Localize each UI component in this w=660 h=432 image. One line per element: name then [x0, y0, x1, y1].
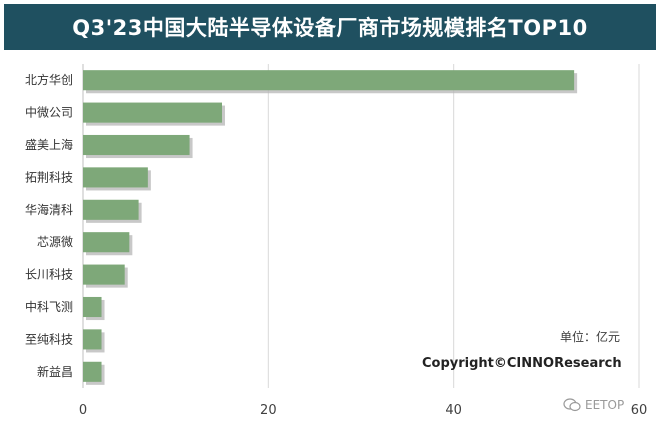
- category-label-3: 盛美上海: [25, 137, 73, 152]
- category-label-2: 中微公司: [25, 105, 73, 120]
- category-label-9: 至纯科技: [25, 332, 73, 346]
- chart-area: 0 20 40 60 北方华创中微公司盛美上海拓荆科技华海清科芯源微长川科技中科飞测至纯…: [4, 56, 656, 428]
- wechat-icon: [563, 398, 581, 412]
- copyright-text: Copyright©CINNOResearch: [422, 356, 622, 371]
- bar-4: [83, 167, 148, 188]
- x-tick-label-3: 60: [631, 403, 648, 418]
- x-tick-label-0: 0: [79, 403, 87, 418]
- x-tick-label-1: 20: [260, 403, 277, 418]
- bar-10: [83, 361, 102, 382]
- bar-8: [83, 296, 102, 318]
- category-label-4: 拓荆科技: [25, 170, 73, 184]
- unit-note: 单位：亿元: [560, 330, 621, 344]
- x-tick-label-2: 40: [445, 403, 462, 418]
- bar-9: [83, 329, 102, 350]
- bar-5: [83, 199, 139, 220]
- bar-1: [83, 70, 575, 91]
- bar-6: [83, 232, 130, 253]
- bar-7: [83, 264, 125, 285]
- bar-3: [83, 134, 190, 156]
- category-label-8: 中科飞测: [25, 299, 73, 314]
- title-bar: Q3'23中国大陆半导体设备厂商市场规模排名TOP10: [4, 4, 656, 50]
- bar-chart: 0 20 40 60 北方华创中微公司盛美上海拓荆科技华海清科芯源微长川科技中科飞测至纯…: [25, 64, 648, 418]
- chart-title: Q3'23中国大陆半导体设备厂商市场规模排名TOP10: [72, 16, 588, 40]
- category-label-7: 长川科技: [25, 268, 73, 282]
- category-label-1: 北方华创: [25, 72, 73, 87]
- watermark-text: EETOP: [585, 398, 625, 412]
- category-label-10: 新益昌: [37, 364, 73, 379]
- category-label-5: 华海清科: [25, 202, 73, 217]
- watermark: EETOP: [563, 398, 624, 412]
- bar-2: [83, 102, 222, 123]
- category-label-6: 芯源微: [37, 235, 73, 249]
